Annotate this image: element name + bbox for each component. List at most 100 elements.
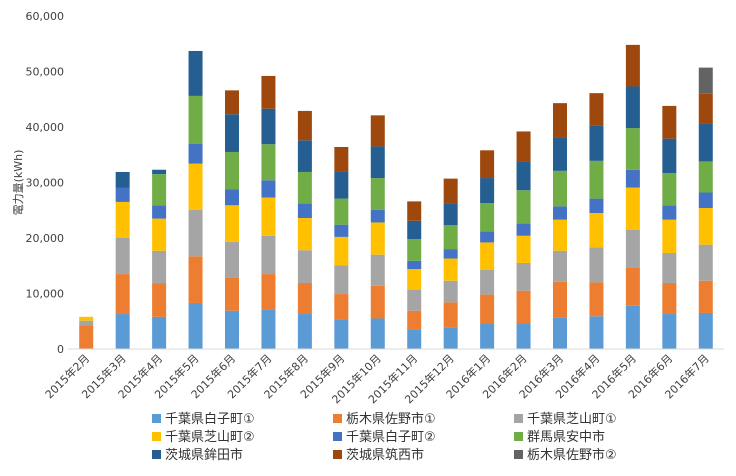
bar-segment-2 [370,285,385,319]
bar-segment-1 [589,316,604,349]
bar-segment-8 [589,93,604,126]
bar-segment-8 [407,201,422,221]
bar-segment-2 [334,294,349,320]
bar-segment-8 [553,103,567,138]
legend-swatch [514,414,523,423]
bar-segment-6 [370,178,385,210]
bar-segment-1 [370,318,385,349]
bar-segment-4 [553,219,567,251]
bar-segment-1 [698,312,713,349]
legend-label: 千葉県白子町① [165,411,255,427]
bar-segment-1 [516,323,531,349]
bar-segment-6 [662,173,677,206]
bar-segment-3 [225,241,239,278]
bar-segment-8 [662,105,677,139]
bar-segment-3 [589,247,604,283]
y-axis-ticks: 0 10,000 20,000 30,000 40,000 50,000 60,000 [26,10,65,356]
bar-segment-5 [625,169,640,188]
bar-segment-9 [698,67,713,94]
bar-segment-5 [516,223,531,236]
bar-segment-3 [115,238,130,275]
bar-segment-6 [516,190,531,224]
bar-segment-5 [443,249,458,259]
bar-segment-3 [553,250,567,282]
bar-segment-7 [297,140,312,172]
bar-segment-3 [480,269,495,295]
bar-segment-5 [225,189,239,206]
y-tick-label: 20,000 [26,232,65,245]
bar-segment-8 [698,93,713,124]
bar-segment-1 [297,314,312,349]
bar-segment-1 [480,323,495,349]
bar-segment-7 [589,125,604,161]
bar-segment-2 [662,282,677,315]
bar-segment-2 [297,282,312,315]
bar-segment-7 [443,203,458,226]
bar-segment-6 [407,239,422,261]
bar-segment-8 [225,90,239,115]
bar-segment-7 [662,138,677,174]
bar-segment-6 [443,225,458,250]
bar-segment-7 [553,137,567,171]
bar-segment-5 [115,187,130,202]
x-axis-ticks: 2015年2月2015年3月2015年4月2015年5月2015年6月2015年… [42,351,712,406]
bar-segment-8 [516,131,531,162]
bar-segment-4 [188,163,203,210]
bar-segment-6 [261,144,276,181]
bar-segment-2 [79,325,94,349]
bar-segment-7 [480,178,495,204]
bar-segment-5 [407,260,422,270]
legend-label: 千葉県白子町② [346,429,436,445]
bar-segment-1 [115,314,130,349]
y-tick-label: 60,000 [26,10,65,23]
bar-segment-4 [115,201,130,238]
y-axis-label: 電力量(kWh) [12,150,25,216]
bar-segment-4 [662,219,677,253]
bar-segment-5 [261,180,276,198]
legend-swatch [333,450,342,459]
bar-segment-2 [480,294,495,324]
bar-segment-5 [553,206,567,220]
bar-segment-8 [261,75,276,109]
bar-segment-5 [370,209,385,223]
bar-segment-3 [662,252,677,283]
bar-segment-3 [297,250,312,283]
bar-segment-1 [152,316,167,349]
bar-segment-6 [589,160,604,199]
legend-label: 茨城県筑西市 [346,447,424,463]
bar-segment-3 [188,209,203,257]
bar-segment-5 [188,143,203,164]
bar-segment-2 [261,274,276,310]
bar-segment-6 [625,128,640,170]
bar-segment-2 [516,290,531,324]
bar-segment-3 [516,262,531,291]
bar-segment-7 [152,169,167,175]
bar-segment-3 [698,244,713,281]
bar-segment-2 [152,283,167,317]
bar-segment-3 [152,250,167,284]
bar-segment-1 [225,310,239,349]
legend-label: 茨城県鉾田市 [165,447,243,463]
bar-segment-2 [188,256,203,303]
bar-segment-6 [152,174,167,206]
bar-segment-5 [480,231,495,243]
bar-segment-7 [261,108,276,145]
bar-segment-8 [334,146,349,172]
bar-segment-2 [225,277,239,311]
bar-segment-4 [334,236,349,266]
y-tick-label: 50,000 [26,66,65,79]
bar-segment-2 [407,310,422,330]
bar-segment-1 [662,314,677,349]
bar-segment-8 [370,115,385,147]
bar-segment-4 [370,222,385,255]
bar-segment-7 [115,171,130,188]
bar-segment-2 [115,274,130,315]
bar-segment-7 [225,114,239,152]
bar-segment-7 [370,146,385,179]
bar-segment-4 [225,205,239,242]
legend-label: 栃木県佐野市② [527,447,617,463]
bar-segment-4 [79,316,94,321]
bar-segment-6 [334,198,349,225]
bar-segment-4 [625,187,640,230]
legend-label: 千葉県芝山町① [527,411,617,427]
